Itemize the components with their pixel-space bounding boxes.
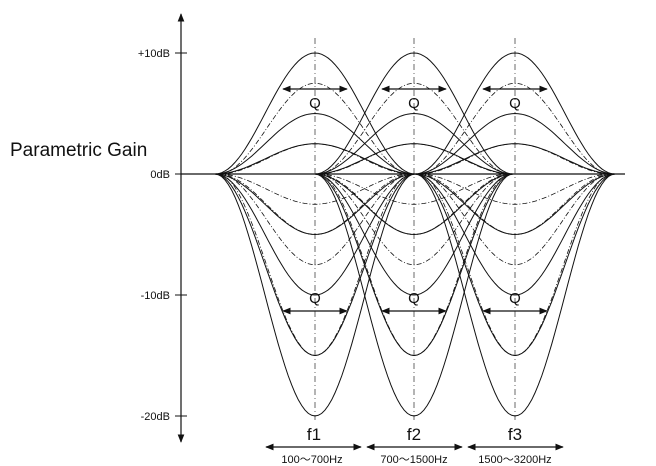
- q-label-f1-bottom: Q: [309, 290, 321, 307]
- wide-q-curve-2-5: [417, 173, 613, 356]
- narrow-q-curve-0-6: [214, 173, 416, 417]
- center-lines: [314, 38, 516, 420]
- narrow-q-curve-0-1: [214, 112, 416, 175]
- tick-label-minus10: -10dB: [141, 290, 170, 302]
- narrow-q-curve-0-4: [214, 173, 416, 296]
- narrow-q-curve-0-0: [214, 52, 416, 175]
- band-name-f3: f3: [508, 425, 522, 444]
- band-range-f3: 1500～3200Hz: [478, 454, 551, 466]
- q-label-f2-bottom: Q: [408, 290, 420, 307]
- narrow-q-curve-1-6: [314, 173, 514, 417]
- wide-q-curve-2-0: [417, 82, 613, 175]
- tick-label-minus20: -20dB: [141, 411, 170, 423]
- q-label-f2-top: Q: [408, 95, 420, 112]
- narrow-q-curve-2-0: [414, 52, 616, 175]
- axis-title: Parametric Gain: [10, 140, 147, 161]
- wide-q-curve-1-2: [316, 173, 512, 205]
- narrow-q-curve-1-0: [314, 52, 514, 175]
- wide-q-curve-1-5: [316, 173, 512, 356]
- eq-curves: [214, 52, 616, 417]
- q-markers: [282, 85, 548, 315]
- q-label-f1-top: Q: [309, 95, 321, 112]
- narrow-q-curve-2-6: [414, 173, 616, 417]
- band-name-f1: f1: [307, 425, 321, 444]
- tick-label-0: 0dB: [150, 169, 170, 181]
- narrow-q-curve-2-4: [414, 173, 616, 296]
- tick-label-plus10: +10dB: [138, 48, 170, 60]
- wide-q-curve-2-2: [417, 173, 613, 205]
- wide-q-curve-2-1: [417, 143, 613, 175]
- band-range-f2: 700～1500Hz: [380, 454, 447, 466]
- wide-q-curve-1-3: [316, 173, 512, 235]
- band-name-f2: f2: [407, 425, 421, 444]
- q-label-f3-top: Q: [509, 95, 521, 112]
- band-range-f1: 100～700Hz: [281, 454, 342, 466]
- wide-q-curve-0-2: [217, 173, 413, 205]
- wide-q-curve-2-3: [417, 173, 613, 235]
- wide-q-curve-0-0: [217, 82, 413, 175]
- wide-q-curve-1-0: [316, 82, 512, 175]
- wide-q-curve-0-1: [217, 143, 413, 175]
- wide-q-curve-1-1: [316, 143, 512, 175]
- wide-q-curve-1-4: [316, 173, 512, 266]
- wide-q-curve-0-3: [217, 173, 413, 235]
- wide-q-curve-2-4: [417, 173, 613, 266]
- wide-q-curve-0-4: [217, 173, 413, 266]
- narrow-q-curve-2-1: [414, 112, 616, 175]
- q-label-f3-bottom: Q: [509, 290, 521, 307]
- narrow-q-curve-1-4: [314, 173, 514, 296]
- narrow-q-curve-1-1: [314, 112, 514, 175]
- wide-q-curve-0-5: [217, 173, 413, 356]
